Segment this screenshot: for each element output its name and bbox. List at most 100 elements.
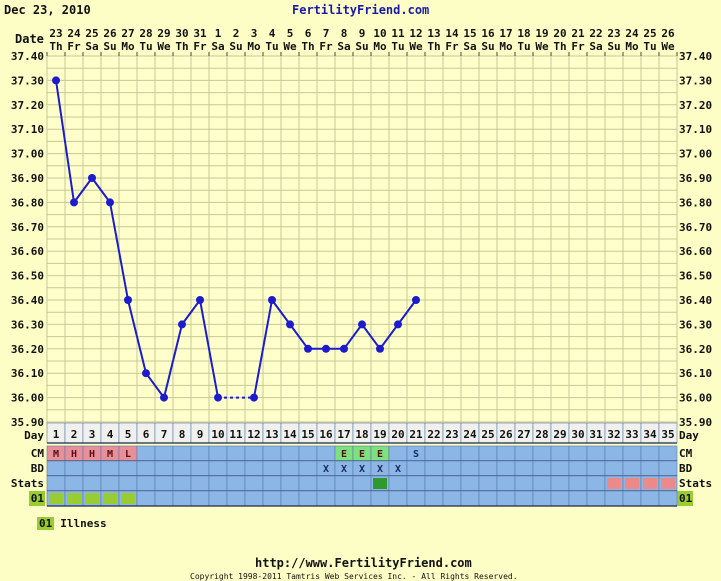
weekday-label: Su xyxy=(607,40,620,53)
weekday-label: Tu xyxy=(517,40,530,53)
illness-cell xyxy=(622,490,642,507)
cm-cell xyxy=(586,445,606,462)
day-number: 32 xyxy=(607,428,620,441)
y-tick-label-left: 36.20 xyxy=(11,343,44,356)
date-label: 3 xyxy=(251,27,258,40)
date-label: 9 xyxy=(359,27,366,40)
cm-code: E xyxy=(359,449,365,460)
date-label: 8 xyxy=(341,27,348,40)
weekday-label: Sa xyxy=(589,40,602,53)
bd-cell xyxy=(226,460,246,477)
bd-cell xyxy=(172,460,192,477)
temperature-line-segment xyxy=(361,323,381,350)
cm-cell xyxy=(262,445,282,462)
bd-cell xyxy=(478,460,498,477)
cm-cell xyxy=(478,445,498,462)
illness-cell xyxy=(424,490,444,507)
date-label: 23 xyxy=(49,27,62,40)
day-number: 30 xyxy=(571,428,584,441)
cm-code: E xyxy=(341,449,347,460)
cm-cell xyxy=(136,445,156,462)
bd-cell xyxy=(406,460,426,477)
illness-marker xyxy=(85,493,99,504)
weekday-label: Fr xyxy=(67,40,81,53)
date-label: 6 xyxy=(305,27,312,40)
illness-cell xyxy=(154,490,174,507)
bd-cell xyxy=(82,460,102,477)
y-tick-label-right: 36.90 xyxy=(679,172,712,185)
stats-cell xyxy=(244,475,264,492)
date-label: 30 xyxy=(175,27,188,40)
date-label: 20 xyxy=(553,27,566,40)
weekday-label: Mo xyxy=(247,40,261,53)
stats-cell xyxy=(496,475,516,492)
weekday-label: Tu xyxy=(391,40,404,53)
y-tick-label-left: 36.30 xyxy=(11,318,44,331)
y-tick-label-right: 36.80 xyxy=(679,196,712,209)
stats-cell xyxy=(478,475,498,492)
site-link[interactable]: FertilityFriend.com xyxy=(292,3,430,17)
row-label-illness: 01 xyxy=(31,492,45,505)
bd-cell xyxy=(280,460,300,477)
cm-code: H xyxy=(89,449,95,460)
temperature-line-segment xyxy=(91,177,111,203)
bd-cell xyxy=(64,460,84,477)
cm-code: H xyxy=(71,449,77,460)
bd-cell xyxy=(100,460,120,477)
temperature-point xyxy=(160,393,168,402)
bd-cell xyxy=(514,460,534,477)
temperature-point xyxy=(88,174,96,182)
stats-cell xyxy=(190,475,210,492)
date-label: 24 xyxy=(625,27,639,40)
y-tick-label-right: 36.20 xyxy=(679,343,712,356)
cm-cell xyxy=(496,445,516,462)
y-tick-label-left: 36.70 xyxy=(11,221,44,234)
temperature-point xyxy=(178,320,186,329)
weekday-label: Fr xyxy=(445,40,459,53)
bd-cell xyxy=(604,460,624,477)
row-label-right-stats: Stats xyxy=(679,477,712,490)
bd-mark: X xyxy=(359,464,365,475)
temperature-point xyxy=(106,198,114,207)
stats-cell xyxy=(46,475,66,492)
stats-cell xyxy=(424,475,444,492)
y-tick-label-right: 36.10 xyxy=(679,367,712,380)
illness-cell xyxy=(658,490,678,507)
weekday-label: Mo xyxy=(121,40,135,53)
day-number: 10 xyxy=(211,428,224,441)
illness-cell xyxy=(460,490,480,507)
cm-cell xyxy=(658,445,678,462)
stats-cell xyxy=(208,475,228,492)
stats-cell xyxy=(334,475,354,492)
y-tick-label-left: 36.40 xyxy=(11,294,44,307)
date-label: Date xyxy=(15,32,44,46)
illness-marker xyxy=(103,493,117,504)
row-label-right-illness: 01 xyxy=(679,492,693,505)
illness-cell xyxy=(298,490,318,507)
temperature-point xyxy=(268,296,276,304)
weekday-label: Sa xyxy=(463,40,476,53)
y-tick-label-right: 35.90 xyxy=(679,416,712,429)
stats-cell xyxy=(226,475,246,492)
weekday-label: Tu xyxy=(265,40,278,53)
date-label: 15 xyxy=(463,27,476,40)
y-tick-label-right: 37.40 xyxy=(679,50,712,63)
bd-cell xyxy=(154,460,174,477)
weekday-label: Sa xyxy=(211,40,224,53)
row-label-right-bd: BD xyxy=(679,462,693,475)
day-number: 31 xyxy=(589,428,603,441)
cm-cell xyxy=(514,445,534,462)
temperature-line-segment xyxy=(181,299,201,325)
weekday-label: Mo xyxy=(499,40,513,53)
day-number: 19 xyxy=(373,428,386,441)
bd-mark: X xyxy=(395,464,401,475)
date-label: 2 xyxy=(233,27,240,40)
y-tick-label-right: 36.00 xyxy=(679,392,712,405)
cm-cell xyxy=(316,445,336,462)
stats-cell xyxy=(262,475,282,492)
weekday-label: Su xyxy=(481,40,494,53)
date-label: 1 xyxy=(215,27,222,40)
day-number: 5 xyxy=(125,428,132,441)
date-label: 18 xyxy=(517,27,530,40)
footer-url[interactable]: http://www.FertilityFriend.com xyxy=(255,556,472,570)
